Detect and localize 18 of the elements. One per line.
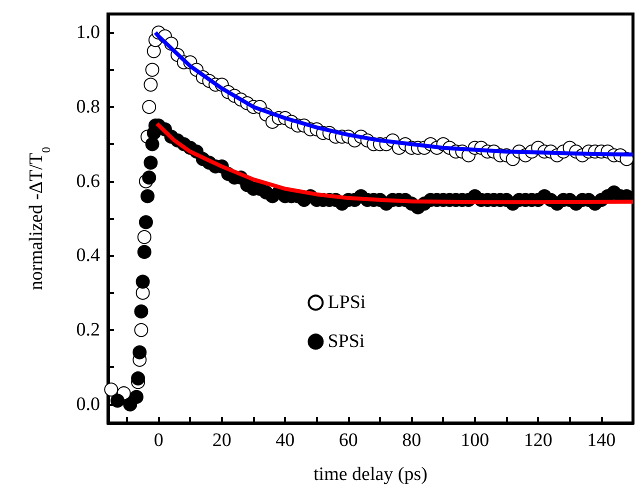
y-tick-label: 0.2 xyxy=(76,320,100,341)
y-axis-title: normalized -ΔT/T0 xyxy=(26,146,53,290)
x-tick-label: 100 xyxy=(460,430,490,451)
legend-label: LPSi xyxy=(328,292,366,314)
y-tick-label: 0.6 xyxy=(76,170,100,192)
y-tick-label: 0.8 xyxy=(76,96,100,118)
x-tick-label: 80 xyxy=(402,430,422,451)
y-tick-label: 0.0 xyxy=(76,394,100,415)
y-tick-label: 0.4 xyxy=(76,245,100,266)
x-tick-label: 0 xyxy=(154,430,164,451)
x-tick-label: 140 xyxy=(587,430,616,451)
x-tick-label: 40 xyxy=(276,430,295,451)
x-tick-label: 20 xyxy=(212,430,232,451)
x-axis-title: time delay (ps) xyxy=(314,464,428,485)
x-tick-label: 120 xyxy=(524,430,552,451)
y-tick-label: 1.0 xyxy=(76,22,100,44)
legend-label: SPSi xyxy=(328,331,365,352)
x-tick-label: 60 xyxy=(338,430,358,451)
